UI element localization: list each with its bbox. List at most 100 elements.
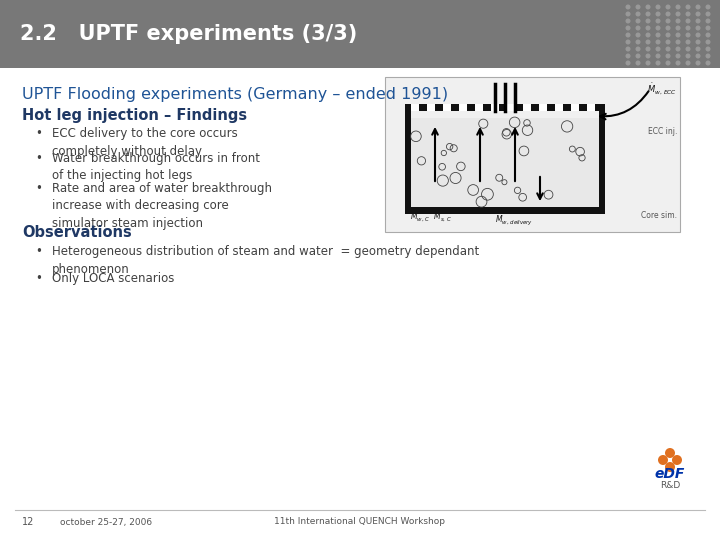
Bar [405, 207, 605, 214]
Circle shape [658, 455, 668, 465]
Circle shape [656, 19, 660, 23]
Text: Observations: Observations [22, 225, 132, 240]
Circle shape [676, 33, 680, 37]
Text: october 25-27, 2006: october 25-27, 2006 [60, 517, 152, 526]
Circle shape [626, 47, 630, 51]
Circle shape [696, 61, 700, 65]
Bar [599, 104, 605, 214]
Text: •: • [35, 152, 42, 165]
Circle shape [696, 54, 700, 58]
Circle shape [686, 5, 690, 9]
Circle shape [636, 12, 640, 16]
Bar [571, 104, 579, 111]
Bar [459, 104, 467, 111]
Text: $\dot{M}_{w,\, delivery}$: $\dot{M}_{w,\, delivery}$ [495, 211, 533, 227]
Circle shape [686, 61, 690, 65]
Circle shape [656, 26, 660, 30]
Circle shape [676, 47, 680, 51]
Circle shape [676, 19, 680, 23]
Bar [427, 104, 435, 111]
Circle shape [676, 61, 680, 65]
Circle shape [636, 47, 640, 51]
Text: R&D: R&D [660, 481, 680, 489]
Circle shape [636, 19, 640, 23]
Bar [411, 118, 599, 207]
Circle shape [696, 40, 700, 44]
Bar [0, 0, 720, 68]
Circle shape [676, 40, 680, 44]
Circle shape [666, 47, 670, 51]
Text: ECC inj.: ECC inj. [647, 127, 677, 136]
Bar [539, 104, 547, 111]
Circle shape [656, 33, 660, 37]
Circle shape [686, 26, 690, 30]
Bar [555, 104, 563, 111]
Circle shape [656, 5, 660, 9]
Circle shape [666, 12, 670, 16]
Circle shape [676, 26, 680, 30]
Text: Rate and area of water breakthrough
increase with decreasing core
simulator stea: Rate and area of water breakthrough incr… [52, 182, 272, 230]
Circle shape [666, 61, 670, 65]
Circle shape [626, 5, 630, 9]
Text: •: • [35, 127, 42, 140]
Bar [523, 104, 531, 111]
Text: •: • [35, 245, 42, 258]
Bar [587, 104, 595, 111]
Bar [405, 104, 605, 111]
Circle shape [666, 5, 670, 9]
Text: Core sim.: Core sim. [641, 211, 677, 220]
Circle shape [656, 12, 660, 16]
Circle shape [706, 54, 710, 58]
Circle shape [626, 26, 630, 30]
Bar [507, 104, 515, 111]
Circle shape [686, 47, 690, 51]
Text: 2.2   UPTF experiments (3/3): 2.2 UPTF experiments (3/3) [20, 24, 357, 44]
Bar [475, 104, 483, 111]
Text: 11th International QUENCH Workshop: 11th International QUENCH Workshop [274, 517, 446, 526]
Circle shape [686, 54, 690, 58]
Text: 12: 12 [22, 517, 35, 527]
Circle shape [706, 61, 710, 65]
Circle shape [656, 61, 660, 65]
Circle shape [647, 33, 649, 37]
Text: Hot leg injection – Findings: Hot leg injection – Findings [22, 108, 247, 123]
Circle shape [636, 5, 640, 9]
Circle shape [656, 54, 660, 58]
Circle shape [665, 462, 675, 472]
Circle shape [686, 19, 690, 23]
Circle shape [626, 12, 630, 16]
Circle shape [666, 40, 670, 44]
Circle shape [706, 33, 710, 37]
Text: Water breakthrough occurs in front
of the injecting hot legs: Water breakthrough occurs in front of th… [52, 152, 260, 183]
Bar [385, 77, 680, 232]
Circle shape [656, 47, 660, 51]
Circle shape [656, 40, 660, 44]
Circle shape [686, 12, 690, 16]
Circle shape [626, 61, 630, 65]
Circle shape [626, 33, 630, 37]
Circle shape [636, 26, 640, 30]
Circle shape [706, 19, 710, 23]
Circle shape [706, 5, 710, 9]
Circle shape [696, 19, 700, 23]
Circle shape [676, 5, 680, 9]
Circle shape [647, 40, 649, 44]
Bar [491, 104, 499, 111]
Circle shape [647, 19, 649, 23]
Text: ECC delivery to the core occurs
completely without delay: ECC delivery to the core occurs complete… [52, 127, 238, 158]
Circle shape [647, 61, 649, 65]
Circle shape [647, 12, 649, 16]
Text: •: • [35, 182, 42, 195]
Circle shape [686, 40, 690, 44]
Bar [443, 104, 451, 111]
Circle shape [626, 54, 630, 58]
Text: $\dot{M}_{w,\, C}$  $\dot{M}_{s,\, C}$: $\dot{M}_{w,\, C}$ $\dot{M}_{s,\, C}$ [410, 209, 452, 224]
Circle shape [696, 47, 700, 51]
Text: $\dot{M}_{w,\, ECC}$: $\dot{M}_{w,\, ECC}$ [647, 82, 677, 97]
Circle shape [706, 40, 710, 44]
Circle shape [706, 12, 710, 16]
Circle shape [686, 33, 690, 37]
Circle shape [696, 26, 700, 30]
Circle shape [706, 26, 710, 30]
Circle shape [696, 33, 700, 37]
